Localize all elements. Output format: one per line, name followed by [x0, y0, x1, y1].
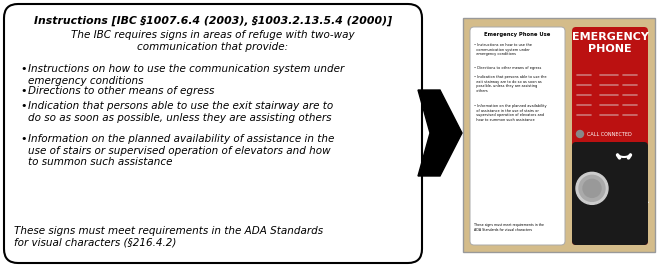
Text: Instructions on how to use the communication system under
emergency conditions: Instructions on how to use the communica…: [28, 64, 344, 86]
Circle shape: [576, 172, 608, 204]
Text: The IBC requires signs in areas of refuge with two-way
communication that provid: The IBC requires signs in areas of refug…: [71, 30, 355, 52]
Text: Directions to other means of egress: Directions to other means of egress: [28, 86, 215, 96]
Text: • Indication that persons able to use the
  exit stairway are to do so as soon a: • Indication that persons able to use th…: [474, 75, 547, 93]
FancyBboxPatch shape: [470, 27, 565, 245]
Circle shape: [576, 131, 584, 138]
Text: •: •: [20, 101, 26, 111]
FancyBboxPatch shape: [572, 27, 648, 245]
Circle shape: [579, 175, 605, 201]
Text: •: •: [20, 86, 26, 96]
Circle shape: [583, 179, 601, 197]
Text: • Directions to other means of egress: • Directions to other means of egress: [474, 65, 542, 69]
Text: PUSH FOR
HELP: PUSH FOR HELP: [597, 195, 649, 214]
Text: CALL CONNECTED: CALL CONNECTED: [587, 132, 632, 136]
Text: •: •: [20, 134, 26, 144]
Text: • Instructions on how to use the
  communication system under
  emergency condit: • Instructions on how to use the communi…: [474, 43, 532, 56]
FancyBboxPatch shape: [463, 18, 655, 252]
Text: EMERGENCY
PHONE: EMERGENCY PHONE: [572, 32, 648, 54]
Polygon shape: [418, 90, 462, 176]
Text: These signs must meet requirements in the ADA Standards
for visual characters (§: These signs must meet requirements in th…: [14, 226, 323, 248]
FancyBboxPatch shape: [4, 4, 422, 263]
Text: Instructions [IBC §1007.6.4 (2003), §1003.2.13.5.4 (2000)]: Instructions [IBC §1007.6.4 (2003), §100…: [34, 16, 392, 26]
Text: •: •: [20, 64, 26, 74]
FancyBboxPatch shape: [572, 142, 648, 245]
Text: • Information on the planned availability
  of assistance in the use of stairs o: • Information on the planned availabilit…: [474, 104, 547, 122]
Text: Indication that persons able to use the exit stairway are to
do so as soon as po: Indication that persons able to use the …: [28, 101, 333, 123]
Text: Information on the planned availability of assistance in the
use of stairs or su: Information on the planned availability …: [28, 134, 334, 167]
Text: Emergency Phone Use: Emergency Phone Use: [484, 32, 551, 37]
Text: These signs must meet requirements in the
ADA Standards for visual characters: These signs must meet requirements in th…: [474, 223, 544, 231]
